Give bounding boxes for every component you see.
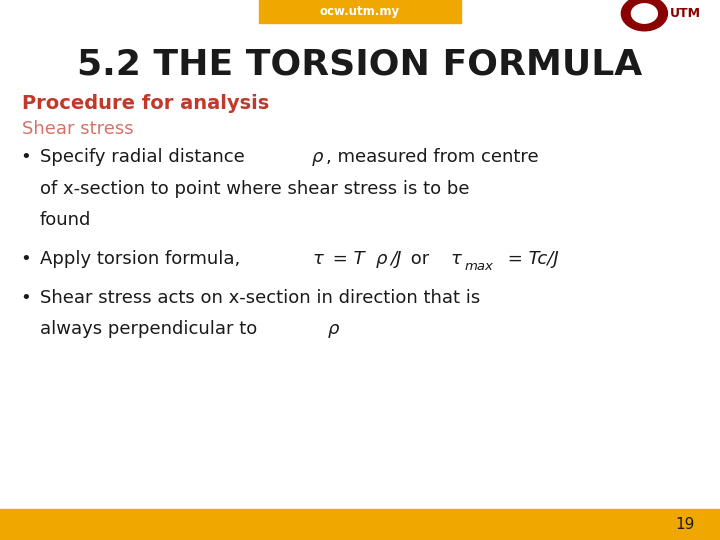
- Text: found: found: [40, 211, 91, 229]
- Text: Specify radial distance: Specify radial distance: [40, 147, 250, 166]
- Text: Shear stress: Shear stress: [22, 119, 133, 138]
- Text: ρ: ρ: [311, 147, 323, 166]
- Text: 19: 19: [675, 517, 695, 532]
- Text: 5.2 THE TORSION FORMULA: 5.2 THE TORSION FORMULA: [77, 48, 643, 82]
- Text: = T: = T: [327, 249, 364, 268]
- Text: or: or: [405, 249, 441, 268]
- Text: Procedure for analysis: Procedure for analysis: [22, 94, 269, 113]
- Text: τ: τ: [312, 249, 324, 268]
- Circle shape: [621, 0, 667, 31]
- Text: Apply torsion formula,: Apply torsion formula,: [40, 249, 251, 268]
- Text: /J: /J: [390, 249, 402, 268]
- Text: of x-section to point where shear stress is to be: of x-section to point where shear stress…: [40, 180, 469, 198]
- Text: ocw.utm.my: ocw.utm.my: [320, 5, 400, 18]
- Text: , measured from centre: , measured from centre: [326, 147, 539, 166]
- FancyBboxPatch shape: [259, 0, 461, 23]
- Text: τ: τ: [451, 249, 462, 268]
- Text: max: max: [465, 260, 494, 273]
- Text: •: •: [20, 147, 31, 166]
- Text: •: •: [20, 249, 31, 268]
- Bar: [0, 509, 720, 540]
- Text: UTM: UTM: [670, 7, 701, 20]
- Circle shape: [631, 4, 657, 23]
- Text: always perpendicular to: always perpendicular to: [40, 320, 263, 338]
- Text: Shear stress acts on x-section in direction that is: Shear stress acts on x-section in direct…: [40, 288, 480, 307]
- Text: ρ: ρ: [328, 320, 338, 338]
- Text: = Tc/J: = Tc/J: [502, 249, 559, 268]
- Text: ρ: ρ: [375, 249, 387, 268]
- Text: •: •: [20, 288, 31, 307]
